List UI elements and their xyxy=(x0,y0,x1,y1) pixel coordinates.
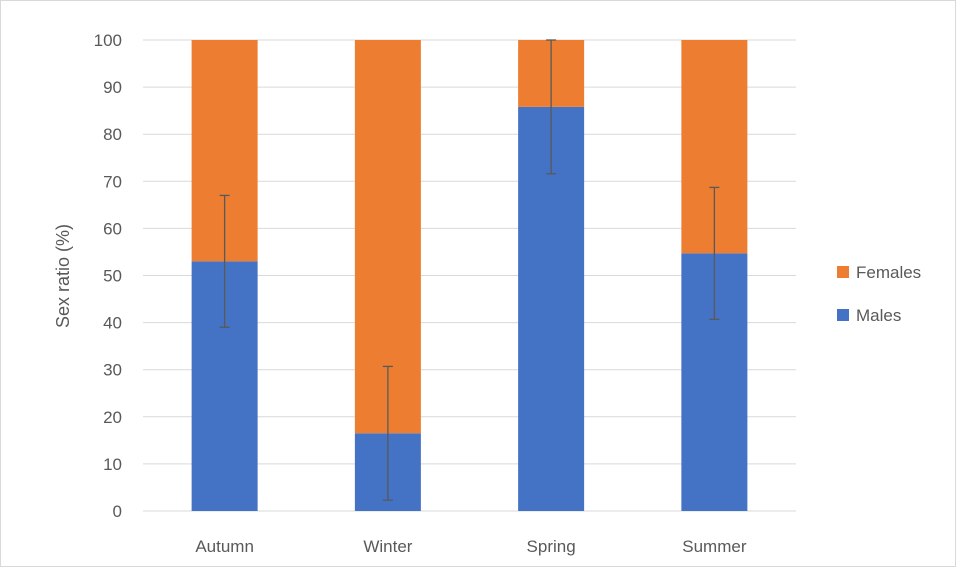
error-bar-spring xyxy=(546,39,557,175)
y-tick-label: 40 xyxy=(103,314,122,333)
error-bar-winter xyxy=(382,365,393,501)
y-axis-title: Sex ratio (%) xyxy=(53,224,73,328)
error-bar-autumn xyxy=(219,194,230,328)
y-tick-label: 20 xyxy=(103,408,122,427)
y-tick-label: 30 xyxy=(103,361,122,380)
y-tick-label: 0 xyxy=(113,502,122,521)
legend-label: Males xyxy=(856,306,901,325)
x-tick-label-winter: Winter xyxy=(363,537,412,556)
y-axis-ticks: 0 10 20 30 40 50 60 70 80 90 100 xyxy=(94,31,122,521)
y-tick-label: 60 xyxy=(103,219,122,238)
y-tick-label: 50 xyxy=(103,267,122,286)
legend-item-males: Males xyxy=(837,306,901,325)
y-tick-label: 100 xyxy=(94,31,122,50)
x-tick-label-summer: Summer xyxy=(682,537,747,556)
legend-swatch xyxy=(837,309,849,321)
y-tick-label: 10 xyxy=(103,455,122,474)
legend-item-females: Females xyxy=(837,263,921,282)
legend-swatch xyxy=(837,266,849,278)
legend-label: Females xyxy=(856,263,921,282)
y-tick-label: 80 xyxy=(103,125,122,144)
x-tick-label-spring: Spring xyxy=(527,537,576,556)
x-tick-label-autumn: Autumn xyxy=(195,537,254,556)
legend: Females Males xyxy=(837,263,921,325)
y-tick-label: 70 xyxy=(103,172,122,191)
error-bars xyxy=(219,39,720,501)
error-bar-summer xyxy=(709,186,720,320)
x-axis-ticks: Autumn Winter Spring Summer xyxy=(195,537,747,556)
y-tick-label: 90 xyxy=(103,78,122,97)
